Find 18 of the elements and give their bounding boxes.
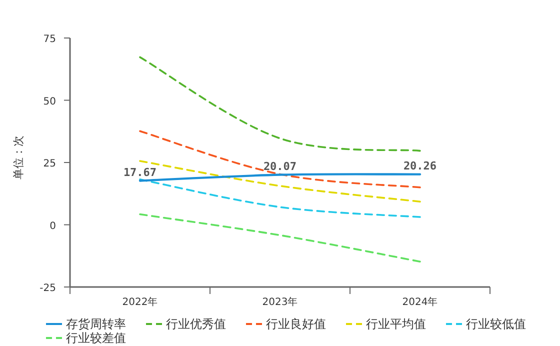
legend-label: 行业较低值 (466, 317, 526, 331)
legend-label: 存货周转率 (66, 317, 126, 331)
y-axis-title: 单位：次 (12, 136, 25, 180)
x-tick-label: 2024年 (402, 296, 438, 308)
data-label: 20.26 (403, 159, 437, 172)
y-tick-label: 25 (43, 158, 56, 170)
x-tick-label: 2022年 (122, 296, 158, 308)
data-label: 20.07 (263, 160, 297, 173)
y-tick-label: 75 (43, 34, 56, 45)
legend-label: 行业优秀值 (166, 317, 226, 331)
x-tick-label: 2023年 (262, 296, 298, 308)
legend-label: 行业良好值 (266, 317, 326, 331)
data-label: 17.67 (123, 166, 157, 179)
legend-label: 行业较差值 (66, 331, 126, 345)
legend-label: 行业平均值 (366, 317, 426, 331)
y-tick-label: -25 (40, 283, 56, 294)
y-tick-label: 0 (50, 220, 56, 232)
y-tick-label: 50 (43, 96, 56, 108)
